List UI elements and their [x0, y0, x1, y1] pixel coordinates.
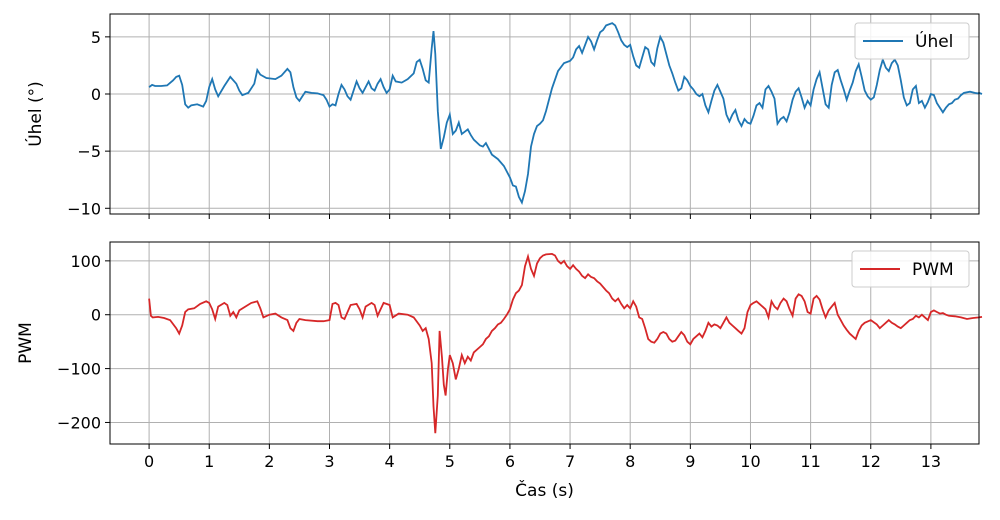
y-tick-label: −200 [57, 413, 101, 432]
pwm-legend-box [851, 250, 970, 288]
x-tick-label: 5 [445, 452, 455, 471]
x-tick-label: 1 [204, 452, 214, 471]
pwm-plot-frame [109, 241, 980, 445]
angle-legend-box [854, 22, 970, 60]
x-tick-label: 0 [144, 452, 154, 471]
angle-grid [110, 14, 979, 214]
y-tick-label: 0 [91, 306, 101, 325]
y-tick-label: 0 [91, 85, 101, 104]
x-tick-label: 13 [921, 452, 941, 471]
pwm-legend-label: PWM [912, 260, 954, 280]
x-tick-label: 6 [505, 452, 515, 471]
angle-y-axis-label: Úhel (°) [24, 81, 46, 147]
x-tick-label: 7 [565, 452, 575, 471]
angle-panel: −10 −5 0 5 Úhel (°) Úhel [24, 13, 983, 219]
x-tick-label: 4 [385, 452, 395, 471]
x-tick-label: 10 [740, 452, 760, 471]
y-tick-label: −100 [57, 360, 101, 379]
pwm-y-axis-label: PWM [16, 322, 36, 364]
x-tick-label: 12 [861, 452, 881, 471]
angle-y-ticks: −10 −5 0 5 [67, 28, 110, 218]
pwm-y-ticks: −200 −100 0 100 [57, 252, 110, 432]
time-x-axis-label: Čas (s) [515, 479, 574, 501]
x-tick-label: 3 [324, 452, 334, 471]
y-tick-label: 100 [70, 252, 101, 271]
angle-x-ticks [148, 214, 932, 219]
angle-legend: Úhel [854, 22, 970, 60]
x-tick-label: 9 [685, 452, 695, 471]
pwm-legend: PWM [851, 250, 970, 288]
angle-series-line [148, 22, 983, 206]
pwm-x-ticks: 0 1 2 3 4 5 6 7 8 9 10 11 12 13 [144, 444, 941, 471]
x-tick-label: 2 [264, 452, 274, 471]
angle-plot-frame [109, 13, 980, 215]
angle-legend-label: Úhel [915, 30, 953, 52]
pwm-series-line [148, 252, 983, 434]
y-tick-label: −10 [67, 199, 101, 218]
x-tick-label: 8 [625, 452, 635, 471]
x-tick-label: 11 [800, 452, 820, 471]
pwm-grid [110, 242, 979, 444]
y-tick-label: 5 [91, 28, 101, 47]
y-tick-label: −5 [77, 142, 101, 161]
